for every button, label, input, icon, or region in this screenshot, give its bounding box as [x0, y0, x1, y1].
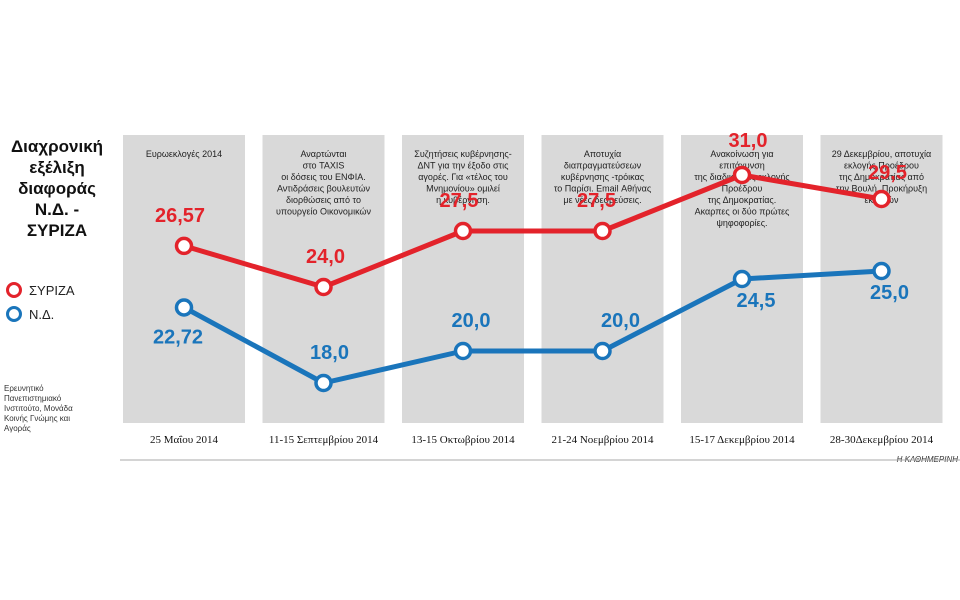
annotation-line: της Δημοκρατίας από — [839, 172, 924, 182]
annotation-line: ΔΝΤ για την έξοδο στις — [418, 161, 510, 171]
title-line: Ν.Δ. - — [34, 200, 80, 219]
legend-label-syriza: ΣΥΡΙΖΑ — [29, 282, 75, 298]
annotation-line: 29 Δεκεμβρίου, αποτυχία — [832, 149, 932, 159]
legend-label-nd: Ν.Δ. — [29, 306, 55, 322]
data-label: 24,0 — [306, 246, 345, 268]
data-point — [314, 277, 333, 297]
annotation-line: διαπραγματεύσεων — [564, 161, 642, 171]
annotation-line: Ευρωεκλογές 2014 — [146, 149, 222, 159]
period-panel — [541, 135, 664, 423]
x-tick-label: 28-30Δεκεμβρίου 2014 — [830, 434, 934, 446]
data-label: 29,5 — [868, 162, 907, 184]
source-note: Ερευνητικό Πανεπιστημιακό Ινστιτούτο, Μο… — [4, 384, 73, 433]
data-label: 24,5 — [737, 290, 776, 312]
annotation-line: Ανακοίνωση για — [710, 149, 773, 159]
data-label: 27,5 — [577, 190, 616, 212]
annotation-line: στο TAXIS — [303, 161, 345, 171]
annotation-line: την Βουλή. Προκήρυξη — [836, 184, 927, 194]
x-tick-label: 15-17 Δεκεμβρίου 2014 — [689, 434, 795, 446]
data-label: 26,57 — [155, 205, 205, 227]
annotation-line: Αντιδράσεις βουλευτών — [277, 184, 371, 194]
annotation-line: Αποτυχία — [584, 149, 621, 159]
data-point — [872, 261, 891, 281]
title-line: διαφοράς — [18, 179, 96, 198]
data-point — [453, 221, 473, 241]
x-tick-label: 25 Μαΐου 2014 — [150, 434, 218, 446]
annotation-line: κυβέρνησης -τρόικας — [561, 172, 645, 182]
data-label: 18,0 — [310, 342, 349, 364]
x-tick-label: 11-15 Σεπτεμβρίου 2014 — [269, 434, 379, 446]
data-label: 22,72 — [153, 326, 203, 348]
annotation-line: οι δόσεις του ΕΝΦΙΑ. — [281, 172, 365, 182]
annotation-line: εκλογής Προέδρου — [844, 161, 919, 171]
legend-item-nd: Ν.Δ. — [6, 306, 54, 322]
legend-marker-syriza — [6, 282, 22, 298]
period-panel — [123, 135, 245, 423]
title-line: εξέλιξη — [29, 158, 85, 177]
data-point — [732, 269, 752, 289]
x-tick-label: 21-24 Νοεμβρίου 2014 — [551, 434, 654, 446]
data-point — [174, 298, 194, 317]
annotation-line: Προέδρου — [722, 184, 763, 194]
data-point — [314, 373, 333, 393]
x-tick-label: 13-15 Οκτωβρίου 2014 — [411, 434, 515, 446]
data-point — [174, 236, 194, 256]
annotation-line: η κυβέρνηση. — [436, 195, 490, 205]
annotation-line: αγορές. Για «τέλος του — [418, 172, 508, 182]
series-line-nd — [182, 268, 882, 386]
annotation-line: με νέες δεσμεύσεις. — [563, 195, 641, 205]
title-line: Διαχρονική — [10, 137, 104, 156]
data-point — [872, 189, 891, 209]
data-label: 25,0 — [870, 282, 909, 304]
annotation-line: Ακαρπες οι δύο πρώτες — [695, 207, 790, 217]
data-label: 20,0 — [601, 310, 640, 332]
data-label: 20,0 — [452, 310, 491, 332]
period-panel — [402, 135, 524, 423]
annotation-line: το Παρίσι. Email Αθήνας — [554, 184, 652, 194]
annotation-line: Αναρτώνται — [300, 149, 346, 159]
legend-marker-nd — [6, 306, 22, 322]
data-point — [593, 341, 612, 361]
data-point — [593, 221, 612, 241]
data-label: 27,5 — [440, 190, 479, 212]
chart-title: Διαχρονική εξέλιξη διαφοράς Ν.Δ. - ΣΥΡΙΖ… — [2, 136, 112, 241]
title-line: ΣΥΡΙΖΑ — [26, 221, 88, 240]
annotation-line: επιτάχυνση — [719, 161, 765, 171]
annotation-line: Μνημονίου» ομιλεί — [426, 184, 500, 194]
data-point — [453, 341, 473, 361]
annotation-line: υπουργείο Οικονομικών — [276, 207, 372, 217]
legend-item-syriza: ΣΥΡΙΖΑ — [6, 282, 75, 298]
annotation-line: της Δημοκρατίας. — [708, 195, 777, 205]
series-line-syriza — [183, 172, 882, 290]
annotation-line: Συζητήσεις κυβέρνησης- — [414, 149, 511, 159]
data-point — [732, 165, 752, 185]
annotation-line: ψηφοφορίες. — [716, 218, 767, 228]
data-label: 31,0 — [729, 130, 768, 152]
annotation-line: διορθώσεις από το — [286, 195, 361, 205]
